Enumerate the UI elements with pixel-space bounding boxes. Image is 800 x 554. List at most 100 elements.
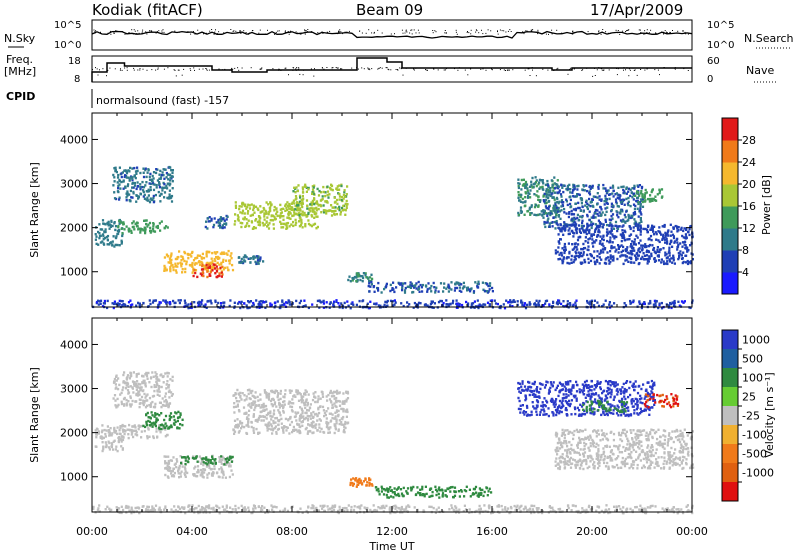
heatmap-cell <box>234 213 237 216</box>
heatmap-cell <box>179 472 182 475</box>
heatmap-cell <box>147 419 150 423</box>
heatmap-cell <box>265 221 268 224</box>
heatmap-cell <box>562 257 565 261</box>
heatmap-cell <box>139 188 142 191</box>
heatmap-cell <box>636 257 639 260</box>
heatmap-cell <box>614 198 618 201</box>
nsearch-dot <box>656 33 658 35</box>
heatmap-cell <box>544 225 547 229</box>
heatmap-cell <box>171 393 174 396</box>
heatmap-cell <box>568 250 571 254</box>
heatmap-cell <box>682 251 685 254</box>
heatmap-cell <box>164 395 167 398</box>
heatmap-cell <box>193 473 196 476</box>
heatmap-cell <box>151 395 154 398</box>
heatmap-cell <box>104 236 107 240</box>
heatmap-cell <box>686 246 689 249</box>
heatmap-cell <box>572 260 575 264</box>
heatmap-cell <box>647 244 651 248</box>
heatmap-cell <box>554 216 557 219</box>
heatmap-cell <box>304 400 307 404</box>
heatmap-cell <box>672 226 675 229</box>
heatmap-cell <box>603 200 606 203</box>
heatmap-cell <box>424 303 427 307</box>
heatmap-cell <box>321 197 324 201</box>
heatmap-cell <box>122 180 125 183</box>
heatmap-cell <box>262 415 265 418</box>
heatmap-cell <box>194 474 197 478</box>
heatmap-cell <box>342 415 345 419</box>
heatmap-cell <box>254 406 257 409</box>
heatmap-cell <box>601 211 604 214</box>
heatmap-cell <box>135 373 139 376</box>
heatmap-cell <box>285 426 288 429</box>
heatmap-cell <box>149 231 152 234</box>
heatmap-cell <box>639 219 642 222</box>
heatmap-cell <box>114 383 117 386</box>
heatmap-cell <box>205 459 208 463</box>
heatmap-cell <box>222 304 226 307</box>
heatmap-cell <box>642 196 645 199</box>
heatmap-cell <box>337 302 340 305</box>
heatmap-cell <box>341 407 344 411</box>
heatmap-cell <box>152 421 155 424</box>
heatmap-cell <box>560 254 564 257</box>
heatmap-cell <box>678 254 681 257</box>
heatmap-cell <box>164 168 167 171</box>
heatmap-cell <box>574 221 577 224</box>
heatmap-cell <box>303 211 306 215</box>
heatmap-cell <box>98 236 101 240</box>
heatmap-cell <box>273 218 276 221</box>
heatmap-cell <box>621 210 624 213</box>
heatmap-cell <box>121 428 124 431</box>
heatmap-cell <box>683 243 686 246</box>
heatmap-cell <box>330 395 333 398</box>
heatmap-cell <box>128 227 131 231</box>
heatmap-cell <box>334 426 337 429</box>
heatmap-cell <box>447 290 450 293</box>
heatmap-cell <box>648 256 651 260</box>
heatmap-cell <box>161 397 164 400</box>
heatmap-cell <box>112 173 115 177</box>
heatmap-cell <box>122 386 125 389</box>
nave-dot <box>178 69 180 71</box>
heatmap-cell <box>660 233 663 236</box>
heatmap-cell <box>611 204 615 207</box>
nave-dot <box>626 67 628 69</box>
heatmap-cell <box>609 186 612 189</box>
heatmap-cell <box>598 242 601 245</box>
heatmap-cell <box>204 225 207 229</box>
heatmap-cell <box>579 209 582 212</box>
heatmap-cell <box>175 264 178 268</box>
heatmap-cell <box>311 398 315 402</box>
heatmap-cell <box>603 203 606 206</box>
heatmap-cell <box>239 306 242 310</box>
heatmap-cell <box>344 399 347 403</box>
heatmap-cell <box>574 242 577 245</box>
heatmap-cell <box>337 192 340 195</box>
heatmap-cell <box>628 256 631 259</box>
heatmap-cell <box>147 371 150 375</box>
heatmap-cell <box>121 304 124 307</box>
heatmap-cell <box>155 377 158 380</box>
heatmap-cell <box>621 219 624 222</box>
heatmap-cell <box>178 415 181 419</box>
nsearch-dot <box>482 33 484 35</box>
nave-dot <box>299 73 301 75</box>
heatmap-cell <box>145 422 148 425</box>
heatmap-cell <box>160 173 163 177</box>
heatmap-cell <box>325 301 328 304</box>
heatmap-cell <box>533 193 536 196</box>
nsearch-dot <box>287 31 289 32</box>
heatmap-cell <box>244 254 247 257</box>
heatmap-cell <box>629 227 632 231</box>
heatmap-cell <box>599 240 602 243</box>
heatmap-cell <box>612 255 615 258</box>
heatmap-cell <box>262 419 265 422</box>
nave-dot <box>272 68 274 70</box>
heatmap-cell <box>520 299 523 302</box>
heatmap-cell <box>581 188 584 191</box>
heatmap-cell <box>312 223 315 226</box>
heatmap-cell <box>643 301 646 304</box>
heatmap-cell <box>288 432 291 435</box>
